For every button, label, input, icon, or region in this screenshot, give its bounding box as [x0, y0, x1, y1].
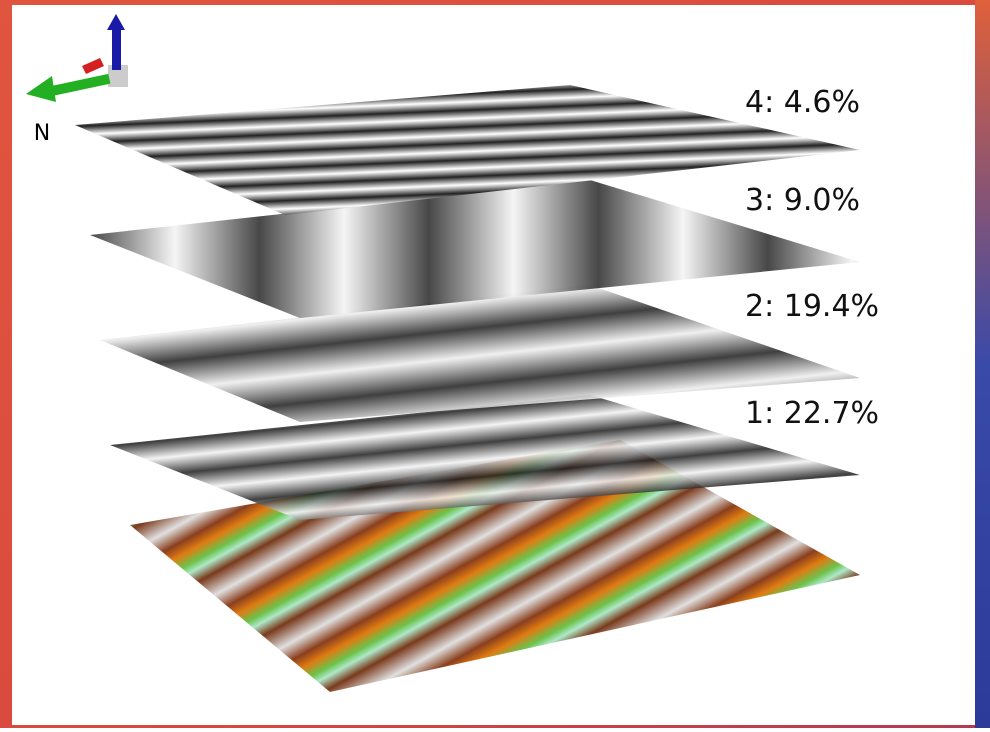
y-axis [82, 58, 104, 74]
background-edge [975, 0, 990, 728]
layer-3 [90, 180, 860, 318]
x-axis [49, 73, 111, 97]
layer-label: 2: 19.4% [745, 289, 879, 324]
layer-1 [110, 395, 860, 520]
x-arrow [26, 76, 56, 102]
z-axis [112, 28, 121, 70]
layer-label: 3: 9.0% [745, 183, 860, 218]
layer-4 [75, 85, 860, 215]
layer-label: 4: 4.6% [745, 85, 860, 120]
layer-2 [100, 285, 860, 422]
z-arrow [107, 14, 125, 30]
layer-label: 1: 22.7% [745, 396, 879, 431]
north-label: N [34, 121, 50, 146]
compass: N [26, 14, 128, 146]
compass-cube [108, 65, 128, 87]
